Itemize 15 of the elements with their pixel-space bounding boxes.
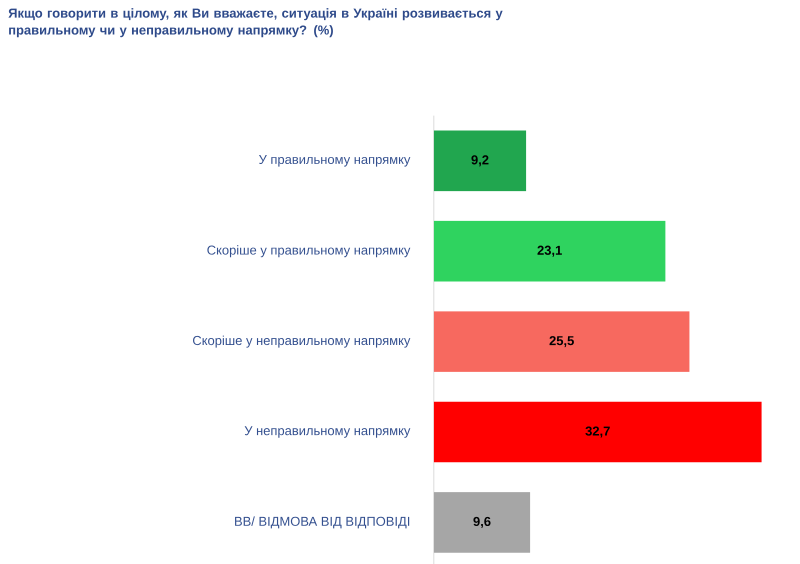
y-tick-label: Скоріше у неправильному напрямку	[193, 336, 410, 348]
bar	[434, 311, 690, 372]
y-tick-label: ВВ/ ВІДМОВА ВІД ВІДПОВІДІ	[235, 516, 410, 528]
bar	[434, 220, 666, 282]
bar	[434, 402, 762, 462]
text: Якщо говорити в цілому, як Ви вважаєте, ситуація в Україні розвивається у правильному чи у неправильному напрямку? (%)	[8, 8, 503, 38]
y-tick-label: У неправильному напрямку	[244, 426, 410, 438]
data-label: 9,6	[473, 516, 491, 528]
data-label: 32,7	[585, 426, 610, 438]
bar	[434, 130, 526, 192]
data-label: 9,2	[471, 155, 488, 166]
y-tick-label: Скоріше у правильному напрямку	[207, 245, 410, 258]
data-label: 25,5	[550, 336, 574, 348]
data-label: 23,1	[537, 246, 562, 257]
y-tick-label: У правильному напрямку	[258, 155, 410, 167]
